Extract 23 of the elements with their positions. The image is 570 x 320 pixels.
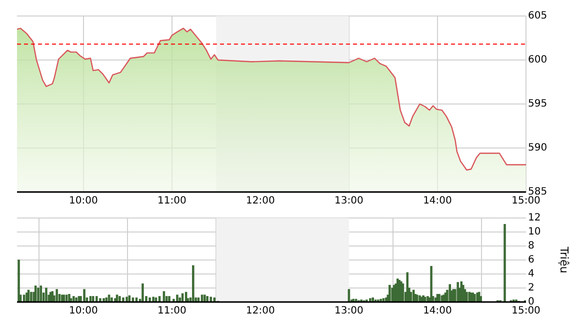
y2-tick-label: 12: [528, 212, 541, 224]
x-tick-label: 11:00: [158, 306, 186, 317]
y2-axis-title: Triệu: [558, 246, 570, 274]
x-tick-label: 12:00: [246, 306, 275, 317]
y-tick-label: 605: [528, 10, 548, 22]
y-tick-label: 590: [528, 142, 548, 154]
y2-tick-label: 2: [528, 282, 534, 294]
x-tick-label: 13:00: [334, 196, 364, 207]
y-tick-label: 595: [528, 98, 548, 110]
x-tick-label: 14:00: [423, 196, 452, 207]
y2-tick-label: 10: [528, 226, 541, 238]
x-tick-label: 13:00: [334, 306, 364, 317]
y2-tick-label: 4: [528, 268, 534, 280]
y2-tick-label: 8: [528, 240, 534, 252]
x-tick-label: 15:00: [512, 196, 540, 207]
y2-tick-label: 6: [528, 254, 534, 266]
x-tick-label: 14:00: [423, 306, 452, 317]
y-tick-label: 600: [528, 54, 548, 66]
x-tick-label: 11:00: [158, 196, 186, 207]
x-tick-label: 15:00: [512, 306, 540, 317]
x-tick-label: 10:00: [68, 306, 98, 317]
x-tick-label: 12:00: [246, 196, 275, 207]
x-tick-label: 10:00: [68, 196, 98, 207]
